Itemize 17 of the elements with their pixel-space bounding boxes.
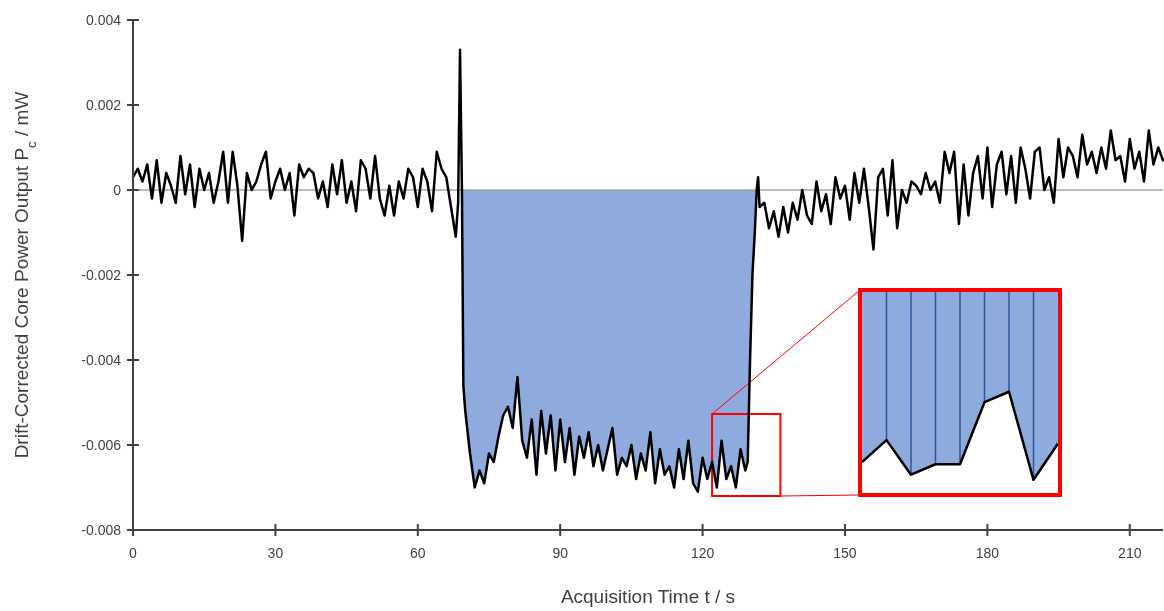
y-tick-label: 0.002 [85,96,122,113]
y-tick-label: 0 [113,181,122,198]
y-tick-label: 0.004 [85,11,122,28]
x-axis-title: Acquisition Time t / s [560,586,736,607]
x-tick-label: 90 [552,545,569,561]
y-tick-label: -0.006 [81,436,122,453]
x-tick-label: 60 [410,545,426,561]
x-tick-label: 120 [690,545,715,561]
x-tick-label: 210 [1118,545,1142,561]
x-tick-label: 180 [975,545,1000,561]
y-tick-label: -0.002 [81,266,122,283]
y-tick-label: -0.008 [81,521,122,538]
line-series [131,48,1164,493]
x-tick-label: 150 [833,545,857,561]
y-tick-label: -0.004 [81,351,122,368]
x-tick-label: 30 [267,545,284,561]
x-tick-label: 0 [129,545,138,561]
